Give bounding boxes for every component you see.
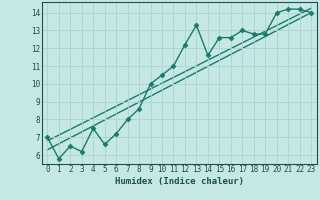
X-axis label: Humidex (Indice chaleur): Humidex (Indice chaleur) [115,177,244,186]
